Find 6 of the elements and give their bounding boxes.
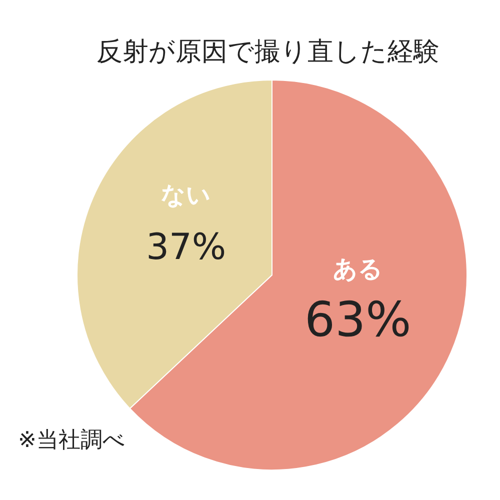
slice-label: ない xyxy=(161,180,212,209)
data-label: 63% xyxy=(304,292,412,348)
data-label: 37% xyxy=(146,226,226,268)
text: ※当社調べ xyxy=(18,428,126,453)
slice-label: ある xyxy=(332,255,383,284)
chart-title: 反射が原因で撮り直した経験 xyxy=(96,37,440,67)
